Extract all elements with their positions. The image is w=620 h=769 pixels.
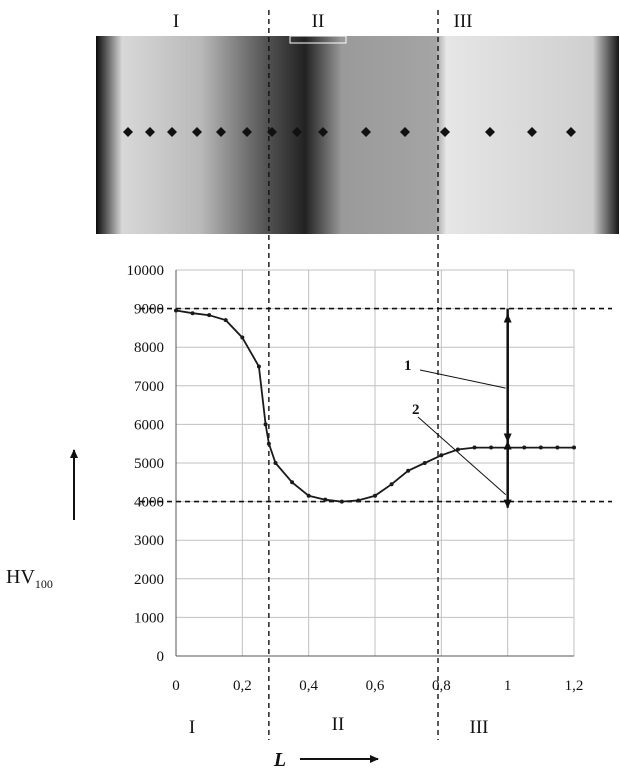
data-point — [572, 445, 576, 450]
y-tick-label: 7000 — [134, 379, 164, 395]
y-tick-label: 9000 — [134, 302, 164, 318]
hardness-indent-mark — [123, 127, 133, 137]
micrograph-region-2-label: II — [312, 11, 325, 32]
data-point — [290, 480, 295, 485]
hardness-indent-mark — [361, 127, 371, 137]
data-point — [240, 335, 245, 340]
micrograph-region-3-label: III — [454, 11, 473, 32]
chart-grid — [175, 269, 575, 657]
data-point — [306, 493, 311, 498]
x-tick-label: 0,2 — [233, 678, 252, 694]
x-tick-label: 0,6 — [366, 678, 385, 694]
x-axis-tick-labels: 0 0,2 0,4 0,6 0,8 1 1,2 — [172, 678, 583, 694]
data-point — [207, 313, 212, 318]
y-tick-label: 5000 — [134, 456, 164, 472]
annotation-callouts: 12 — [404, 308, 512, 509]
y-tick-label: 0 — [157, 649, 165, 665]
svg-text:HV100: HV100 — [6, 566, 53, 591]
data-point — [406, 468, 411, 473]
data-point — [323, 497, 328, 502]
y-tick-label: 2000 — [134, 572, 164, 588]
hardness-indent-mark — [216, 127, 226, 137]
hardness-indent-mark — [440, 127, 450, 137]
x-axis-label: L — [273, 749, 379, 769]
micrograph-image — [96, 35, 619, 234]
data-point — [339, 499, 344, 504]
y-axis-label-main: HV — [6, 566, 35, 588]
annotation-leader-line — [417, 416, 506, 495]
data-point — [439, 453, 444, 458]
data-point — [373, 493, 377, 498]
y-tick-label: 1000 — [134, 610, 164, 626]
annotation-leader-line — [419, 369, 506, 389]
hardness-indent-mark — [192, 127, 202, 137]
bottom-region-2-label: II — [332, 714, 345, 735]
data-point — [174, 308, 178, 313]
x-tick-label: 1,2 — [565, 678, 584, 694]
x-tick-label: 0 — [172, 678, 180, 694]
hardness-indent-mark — [527, 127, 537, 137]
y-axis-label-subscript: 100 — [35, 577, 53, 591]
x-axis-label-text: L — [273, 749, 286, 769]
data-point — [266, 441, 271, 446]
data-point — [356, 498, 361, 503]
hardness-indent-mark — [145, 127, 155, 137]
bottom-region-3-label: III — [470, 717, 489, 738]
y-tick-label: 3000 — [134, 533, 164, 549]
bottom-region-1-label: I — [189, 717, 195, 738]
data-point — [472, 445, 477, 450]
x-tick-label: 0,4 — [299, 678, 318, 694]
chart-plot-area: 0100020003000400050006000700080009000100… — [127, 10, 612, 740]
data-point — [522, 445, 527, 450]
data-point — [190, 311, 195, 316]
reference-lines — [140, 10, 612, 740]
hardness-indent-row — [123, 127, 576, 137]
annotation-label: 1 — [404, 358, 412, 374]
micrograph-region-1-label: I — [173, 11, 179, 32]
y-tick-label: 6000 — [134, 417, 164, 433]
data-point — [256, 364, 261, 369]
data-point — [489, 445, 494, 450]
data-point — [455, 447, 460, 452]
annotation-label: 2 — [412, 402, 420, 418]
y-axis-tick-labels: 0 1000 2000 3000 4000 5000 6000 7000 8000 9000 100… — [127, 263, 165, 665]
data-point — [555, 445, 560, 450]
data-point — [273, 461, 278, 465]
data-point — [223, 318, 228, 323]
y-tick-label: 10000 — [127, 263, 165, 279]
y-tick-label: 4000 — [134, 495, 164, 511]
hardness-indent-mark — [485, 127, 495, 137]
data-point — [422, 461, 427, 465]
data-point — [538, 445, 543, 450]
hardness-indent-mark — [318, 127, 328, 137]
y-tick-label: 8000 — [134, 340, 164, 356]
y-axis-label: HV100 — [6, 449, 78, 591]
hardness-indent-mark — [566, 127, 576, 137]
data-point — [263, 422, 268, 427]
data-point — [389, 482, 394, 487]
x-tick-label: 1 — [504, 678, 512, 694]
hardness-indent-mark — [292, 127, 302, 137]
x-tick-label: 0,8 — [432, 678, 451, 694]
hardness-indent-mark — [242, 127, 252, 137]
hardness-indent-mark — [167, 127, 177, 137]
hardness-indent-mark — [400, 127, 410, 137]
